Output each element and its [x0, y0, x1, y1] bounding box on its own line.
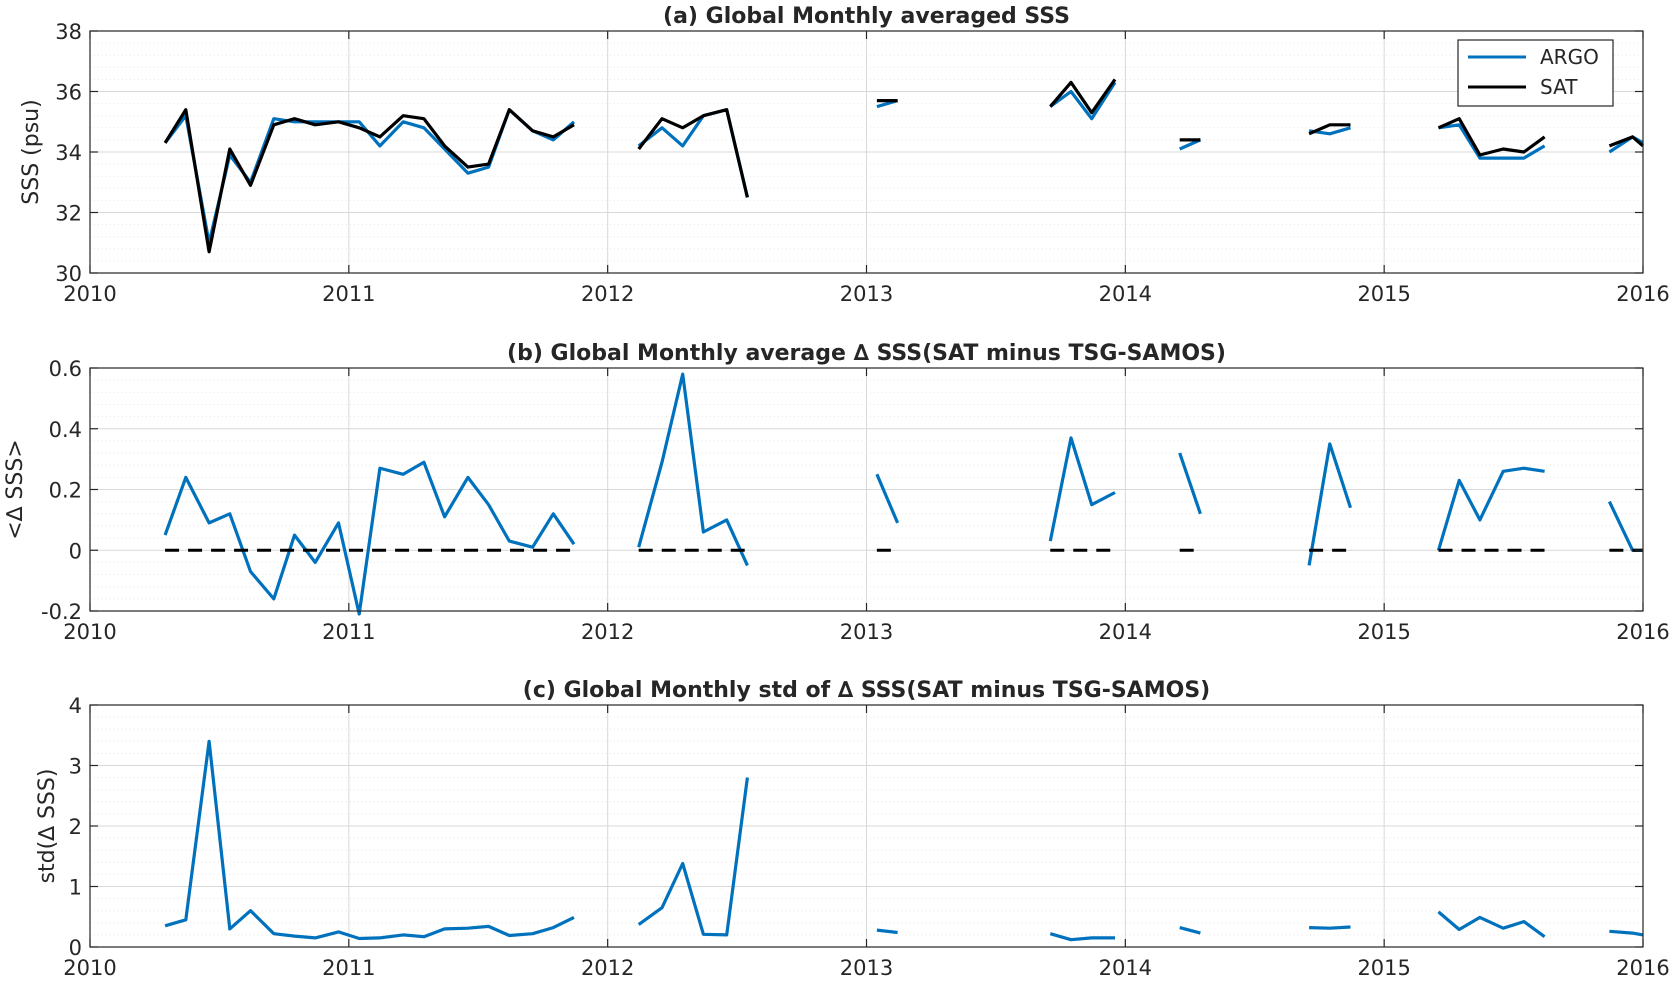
panel-c-x-tick-label: 2013 [840, 956, 893, 980]
panel-b-x-tick-label: 2014 [1099, 620, 1152, 644]
panel-a-argo-line [163, 81, 1644, 245]
panel-b-x-tick-label: 2016 [1616, 620, 1669, 644]
panel-c-y-tick-label: 3 [69, 755, 82, 779]
legend-argo-label: ARGO [1540, 45, 1599, 69]
panel-b-y-tick-label: 0 [69, 539, 82, 563]
panel-b-x-tick-label: 2013 [840, 620, 893, 644]
panel-c-y-axis-label: std(∆ SSS) [35, 769, 60, 884]
panel-a-y-axis-label: SSS (psu) [19, 99, 44, 204]
panel-b: 2010 2011 2012 2013 2014 2015 2016 -0.2 0 0.2 0.4 0… [3, 341, 1670, 644]
panel-c-y-tick-label: 2 [69, 815, 82, 839]
panel-a-y-tick-label: 32 [55, 202, 82, 226]
panel-c-y-tick-label: 4 [69, 694, 82, 718]
panel-b-x-tick-label: 2015 [1357, 620, 1410, 644]
panel-c-x-tick-label: 2016 [1616, 956, 1669, 980]
panel-c-x-tick-label: 2015 [1357, 956, 1410, 980]
panel-b-x-tick-label: 2010 [63, 620, 116, 644]
panel-c-y-tick-label: 0 [69, 936, 82, 960]
panel-a-title: (a) Global Monthly averaged SSS [663, 4, 1070, 29]
panel-c-x-tick-label: 2012 [581, 956, 634, 980]
panel-c-series-0-line [164, 739, 1644, 942]
panel-c: 2010 2011 2012 2013 2014 2015 2016 0 1 2 3 4 (c) Gl… [35, 678, 1670, 980]
panel-a-y-tick-label: 36 [55, 81, 82, 105]
panel-a: 2010 2011 2012 2013 2014 2015 2016 30 32 34 36 38 (… [19, 4, 1670, 306]
panel-a-x-tick-label: 2010 [63, 282, 116, 306]
panel-b-x-tick-label: 2012 [581, 620, 634, 644]
panel-a-x-tick-label: 2013 [840, 282, 893, 306]
legend-sat-label: SAT [1540, 75, 1578, 99]
panel-a-y-tick-label: 30 [55, 262, 82, 286]
panel-b-y-tick-label: 0.4 [49, 418, 82, 442]
panel-b-x-tick-label: 2011 [322, 620, 375, 644]
panel-b-y-tick-label: 0.2 [49, 479, 82, 503]
panel-a-x-tick-label: 2012 [581, 282, 634, 306]
panel-b-series-0-line [163, 372, 1643, 616]
panel-c-title: (c) Global Monthly std of ∆ SSS(SAT minu… [523, 678, 1210, 703]
panel-b-y-tick-label: -0.2 [41, 600, 82, 624]
panel-a-y-tick-label: 34 [55, 141, 82, 165]
panel-b-y-axis-label: <∆ SSS> [3, 439, 28, 539]
legend-box [1457, 39, 1614, 107]
panel-b-y-tick-label: 0.6 [49, 357, 82, 381]
panel-a-x-tick-label: 2015 [1357, 282, 1410, 306]
panel-a-y-tick-label: 38 [55, 20, 82, 44]
panel-c-x-tick-label: 2011 [322, 956, 375, 980]
panel-c-x-tick-label: 2010 [63, 956, 116, 980]
panel-a-x-tick-label: 2014 [1099, 282, 1152, 306]
panel-a-sat-line [163, 78, 1645, 254]
panel-c-y-tick-label: 1 [69, 876, 82, 900]
panel-a-x-tick-label: 2011 [322, 282, 375, 306]
panel-c-x-tick-label: 2014 [1099, 956, 1152, 980]
panel-a-legend: ARGO SAT [1457, 39, 1614, 107]
panel-b-title: (b) Global Monthly average ∆ SSS(SAT min… [507, 341, 1226, 366]
panel-a-x-tick-label: 2016 [1616, 282, 1669, 306]
